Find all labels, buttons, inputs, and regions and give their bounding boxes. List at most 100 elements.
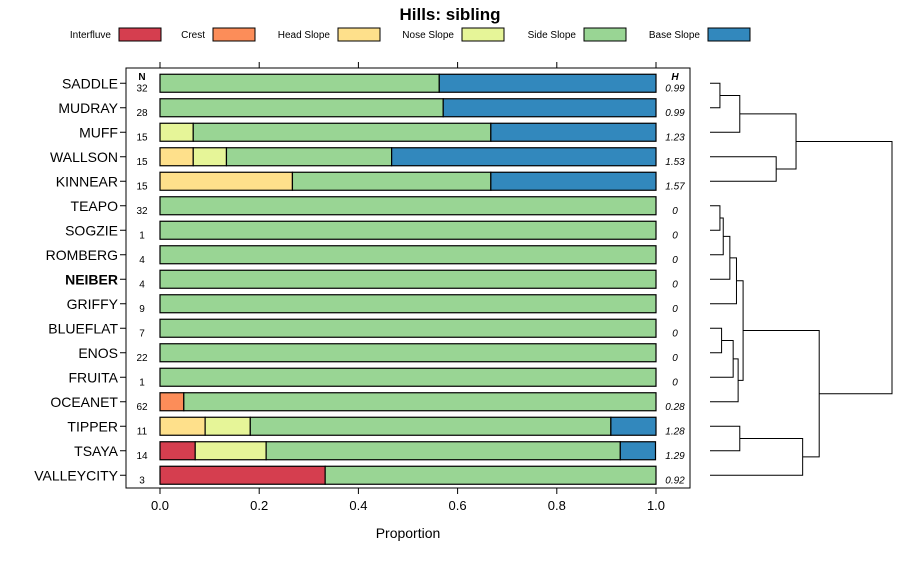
row-label-neiber: NEIBER (65, 271, 118, 287)
dendrogram-link (710, 95, 741, 133)
plot-area: N H 0.0 0.2 0.4 0.6 0.8 1.0 SADDLE 32 0.99 MUDRAY 28… (34, 62, 691, 513)
row-label-tsaya: TSAYA (74, 443, 118, 459)
dendrogram-link (710, 235, 731, 280)
bar-segment-sogzie-side-slope (159, 220, 657, 240)
n-value: 62 (136, 402, 148, 413)
legend: Interfluve Crest Head Slope Nose Slope Side … (70, 27, 751, 42)
bar-segment-wallson-nose-slope (192, 147, 228, 167)
h-value: 0 (672, 279, 678, 290)
bar-segment-griffy-side-slope (159, 294, 657, 314)
dendrogram-link (739, 113, 797, 170)
h-value: 0.99 (665, 108, 685, 119)
dendrogram-link (710, 358, 739, 403)
dendrogram-link (710, 257, 737, 305)
dendrogram-link (710, 438, 804, 476)
bar-segment-tipper-head-slope (159, 416, 206, 436)
bar-segment-teapo-side-slope (159, 196, 657, 216)
plot-frame (125, 67, 691, 489)
legend-swatch-base-slope (707, 27, 751, 42)
legend-label-side-slope: Side Slope (528, 30, 577, 41)
h-value: 0 (672, 328, 678, 339)
legend-label-nose-slope: Nose Slope (402, 30, 454, 41)
legend-swatch-side-slope (583, 27, 627, 42)
row-label-valleycity: VALLEYCITY (34, 467, 118, 483)
bar-segment-kinnear-base-slope (490, 171, 657, 191)
bar-segment-neiber-side-slope (159, 269, 657, 289)
dendrogram (710, 82, 893, 476)
bar-segment-tipper-side-slope (249, 416, 612, 436)
dendrogram-link (736, 280, 744, 381)
n-value: 15 (136, 157, 148, 168)
n-value: 28 (136, 108, 148, 119)
bar-segment-saddle-side-slope (159, 73, 440, 93)
row-label-saddle: SADDLE (62, 75, 118, 91)
n-column-header: N (138, 72, 145, 83)
row-label-wallson: WALLSON (50, 149, 118, 165)
dendrogram-link (710, 156, 777, 182)
bar-segment-muff-side-slope (192, 122, 492, 142)
n-value: 1 (139, 230, 145, 241)
dendrogram-link (710, 425, 741, 452)
dendrogram-link (710, 205, 721, 231)
bar-segment-tipper-base-slope (610, 416, 657, 436)
bar-segment-saddle-base-slope (438, 73, 657, 93)
h-value: 1.53 (665, 157, 685, 168)
h-value: 0 (672, 353, 678, 364)
bar-segment-wallson-side-slope (225, 147, 393, 167)
x-tick-label: 0.2 (250, 498, 268, 513)
row-label-blueflat: BLUEFLAT (48, 320, 118, 336)
row-label-teapo: TEAPO (71, 198, 119, 214)
bar-segment-oceanet-crest (159, 392, 185, 412)
row-label-romberg: ROMBERG (46, 247, 118, 263)
x-tick-label: 0.0 (151, 498, 169, 513)
dendrogram-link (710, 327, 723, 354)
dendrogram-link (796, 140, 893, 395)
row-label-fruita: FRUITA (68, 369, 118, 385)
legend-label-base-slope: Base Slope (649, 30, 701, 41)
row-label-mudray: MUDRAY (58, 100, 118, 116)
x-axis-title: Proportion (376, 525, 441, 541)
row-label-enos: ENOS (78, 345, 118, 361)
h-value: 0.92 (665, 475, 685, 486)
bar-segment-kinnear-side-slope (291, 171, 492, 191)
bar-segment-mudray-base-slope (442, 98, 657, 118)
dendrogram-link (743, 330, 820, 458)
n-value: 32 (136, 206, 148, 217)
row-label-muff: MUFF (79, 124, 118, 140)
x-tick-label: 0.8 (548, 498, 566, 513)
n-value: 1 (139, 377, 145, 388)
h-value: 1.23 (665, 132, 685, 143)
bar-segment-tsaya-side-slope (265, 441, 621, 461)
legend-swatch-nose-slope (461, 27, 505, 42)
h-value: 1.29 (665, 451, 685, 462)
legend-label-interfluve: Interfluve (70, 30, 112, 41)
legend-swatch-head-slope (337, 27, 381, 42)
x-tick-label: 0.6 (449, 498, 467, 513)
bar-segment-tipper-nose-slope (204, 416, 251, 436)
chart-title: Hills: sibling (399, 5, 500, 24)
legend-label-head-slope: Head Slope (278, 30, 331, 41)
bar-segment-enos-side-slope (159, 343, 657, 363)
row-label-griffy: GRIFFY (67, 296, 119, 312)
n-value: 32 (136, 83, 148, 94)
h-value: 0.99 (665, 83, 685, 94)
n-value: 4 (139, 255, 145, 266)
row-label-tipper: TIPPER (67, 418, 118, 434)
bar-segment-romberg-side-slope (159, 245, 657, 265)
n-value: 9 (139, 304, 145, 315)
bar-segment-muff-base-slope (490, 122, 657, 142)
bar-segment-mudray-side-slope (159, 98, 444, 118)
bar-segment-tsaya-interfluve (159, 441, 196, 461)
row-label-kinnear: KINNEAR (56, 173, 118, 189)
legend-label-crest: Crest (181, 30, 205, 41)
n-value: 15 (136, 181, 148, 192)
bar-segment-wallson-head-slope (159, 147, 194, 167)
n-value: 4 (139, 279, 145, 290)
bar-segment-muff-nose-slope (159, 122, 194, 142)
legend-swatch-interfluve (118, 27, 162, 42)
bar-segment-kinnear-head-slope (159, 171, 294, 191)
row-label-oceanet: OCEANET (50, 394, 118, 410)
bar-segment-valleycity-interfluve (159, 465, 326, 485)
bar-segment-tsaya-nose-slope (194, 441, 267, 461)
